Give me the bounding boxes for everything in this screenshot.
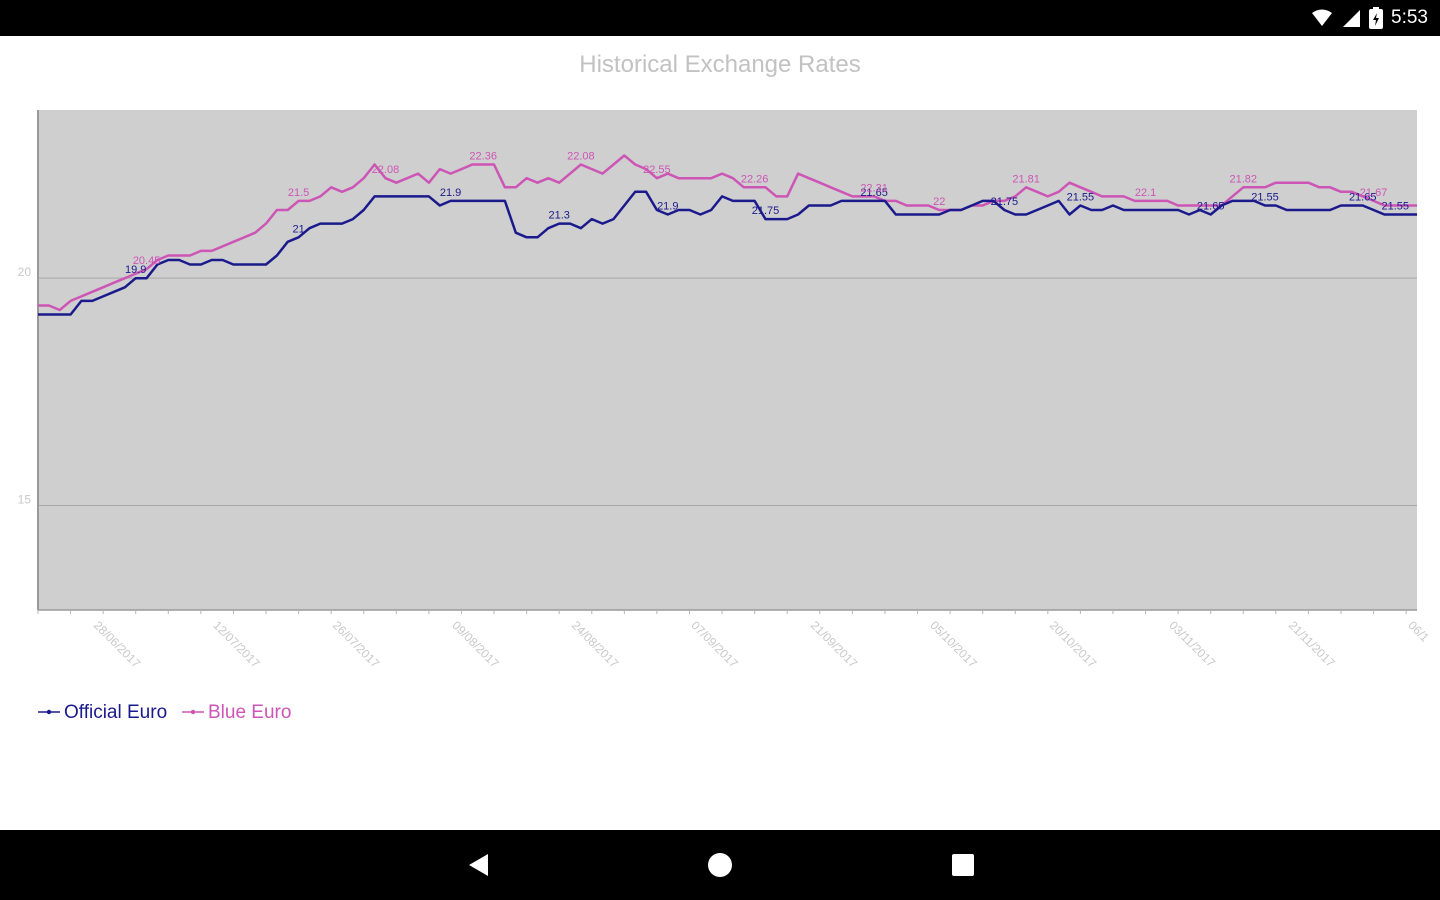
x-tick-label: 28/06/2017 (91, 618, 144, 671)
series-line-blue-euro (38, 154, 1417, 312)
recents-button[interactable] (945, 847, 981, 883)
legend-blue-dot (190, 709, 196, 715)
data-label: 21.75 (752, 205, 780, 217)
home-button[interactable] (702, 847, 738, 883)
x-tick-label: 05/10/2017 (927, 618, 980, 671)
data-labels: 19.9 21 21.9 21.3 21.9 21.75 21.65 21.75 21.55 21… (125, 151, 1410, 277)
data-label: 22.31 (860, 182, 888, 194)
data-label: 21.65 (1349, 191, 1377, 203)
data-label: 22.08 (567, 151, 595, 163)
data-label: 22.26 (741, 173, 769, 185)
signal-icon (1343, 10, 1361, 27)
navigation-bar (0, 830, 1440, 900)
x-tick-label: 03/11/2017 (1166, 618, 1218, 670)
chart-title: Historical Exchange Rates (579, 51, 860, 78)
x-tick-label: 26/07/2017 (330, 618, 383, 671)
x-tick-label: 24/08/2017 (569, 618, 622, 671)
data-label: 21.81 (1012, 173, 1040, 185)
legend-official-dot (46, 709, 52, 715)
data-label: 22.1 (1135, 187, 1156, 199)
series-lines (38, 154, 1417, 316)
data-label: 19.9 (125, 264, 146, 276)
legend-official-label: Official Euro (64, 702, 167, 723)
data-label: 21.67 (1360, 187, 1388, 199)
wifi-icon (1312, 9, 1333, 26)
x-axis-tick-labels: 28/06/2017 12/07/2017 26/07/2017 09/08/2017… (91, 618, 1432, 671)
x-tick-label: 07/09/2017 (688, 618, 741, 671)
data-label: 21.55 (1382, 201, 1410, 213)
battery-icon (1369, 7, 1384, 29)
data-label: 21.3 (548, 210, 569, 222)
data-label: 21.75 (991, 196, 1019, 208)
series-line-official-euro (38, 190, 1417, 316)
x-tick-label: 09/08/2017 (449, 618, 502, 671)
legend-blue-label: Blue Euro (208, 702, 291, 723)
data-label: 22.36 (469, 151, 497, 163)
x-axis-minor-ticks (37, 610, 1407, 614)
data-label: 21.55 (1067, 191, 1095, 203)
x-tick-label: 21/09/2017 (808, 618, 861, 671)
x-tick-label: 12/07/2017 (210, 618, 263, 671)
status-icons: 5:53 (1311, 6, 1428, 30)
y-tick-label: 15 (18, 492, 32, 506)
data-label: 21.5 (288, 187, 309, 199)
data-label: 21.82 (1230, 173, 1258, 185)
data-label: 22.55 (643, 164, 671, 176)
data-label: 21.9 (657, 201, 678, 213)
data-label: 22.08 (372, 164, 400, 176)
data-label: 21.65 (860, 187, 888, 199)
back-button[interactable] (462, 847, 498, 883)
x-tick-label: 20/10/2017 (1047, 618, 1100, 671)
plot-background (38, 110, 1417, 610)
data-label: 20.45 (133, 255, 161, 267)
x-tick-label: 21/11/2017 (1286, 618, 1338, 670)
grid-lines (38, 277, 1417, 506)
data-label: 21.55 (1251, 191, 1279, 203)
recents-icon (952, 854, 974, 876)
data-label: 22 (933, 196, 945, 208)
status-bar: 5:53 (0, 0, 1440, 36)
data-label: 21.65 (1197, 201, 1225, 213)
legend: Official Euro Blue Euro (38, 702, 291, 723)
home-icon (708, 853, 732, 877)
status-time: 5:53 (1391, 7, 1428, 28)
data-label: 21.9 (440, 187, 461, 199)
data-label: 21 (292, 223, 304, 235)
y-tick-label: 20 (18, 265, 32, 279)
chart-area: Historical Exchange Rates 15 20 19.9 21 21.… (0, 36, 1440, 830)
back-icon (469, 854, 488, 876)
x-tick-label: 06/1 (1405, 618, 1432, 645)
